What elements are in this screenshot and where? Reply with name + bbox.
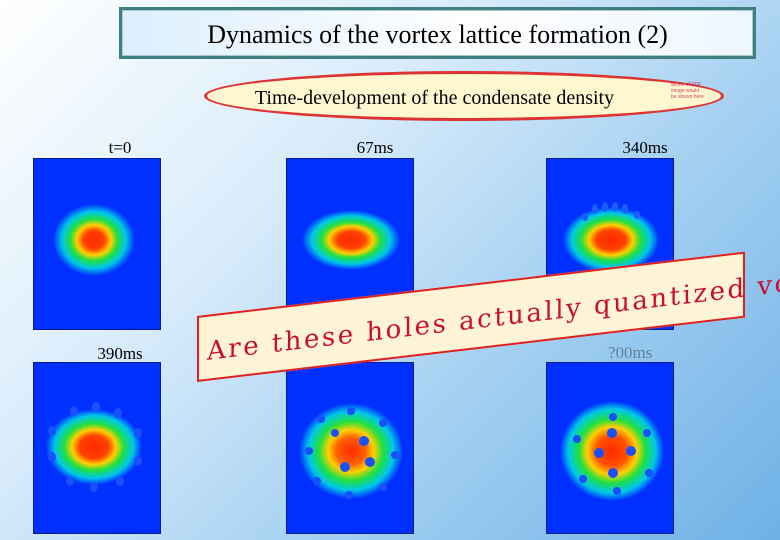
density-image [299,403,403,499]
slide-title: Dynamics of the vortex lattice formation… [207,20,668,49]
label-340ms: 340ms [622,138,668,157]
density-image [560,401,664,501]
movie-stamp: Movie of PDF image would be shown here [671,82,705,114]
label-390ms: 390ms [97,344,143,363]
density-image [563,202,659,273]
stamp-line-3: be shown here [671,94,704,100]
density-panel-390ms [33,362,161,534]
stamp-line-2: image would [671,88,700,94]
density-image [302,210,400,270]
slide-title-box: Dynamics of the vortex lattice formation… [119,7,756,59]
density-image [46,402,142,492]
stamp-line-1: Movie of PDF [671,82,702,88]
label-67ms: 67ms [356,138,394,157]
label-partially-hidden: ?00ms [608,343,653,362]
density-panel-middle [286,362,414,534]
subtitle-oval: Time-development of the condensate densi… [204,71,724,121]
label-t0: t=0 [108,138,132,157]
density-image [53,204,135,276]
subtitle: Time-development of the condensate densi… [254,87,615,109]
density-panel-late [546,362,674,534]
density-panel-t0 [33,158,161,330]
